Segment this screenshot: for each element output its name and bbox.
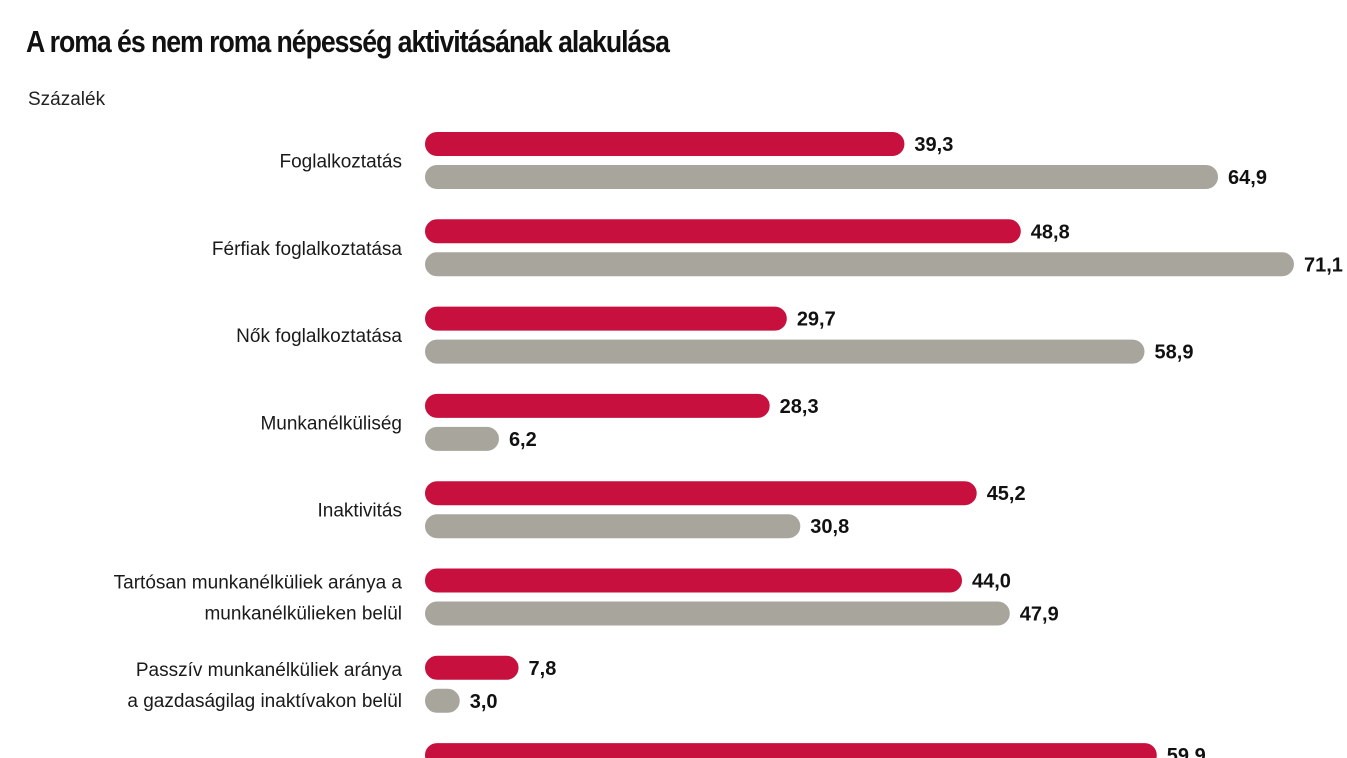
- value-label: 39,3: [914, 134, 953, 156]
- value-label: 48,8: [1031, 221, 1070, 243]
- bar-non-roma: [423, 686, 462, 715]
- value-label: 71,1: [1304, 254, 1343, 276]
- bar-non-roma: [423, 163, 1221, 191]
- bar-roma: [423, 653, 521, 682]
- value-label: 58,9: [1155, 342, 1194, 364]
- value-label: 29,7: [797, 309, 836, 331]
- bar-roma: [423, 566, 964, 595]
- bar-non-roma: [423, 512, 803, 541]
- value-label: 28,3: [780, 396, 819, 418]
- value-label: 47,9: [1020, 604, 1059, 626]
- bar-roma: [423, 479, 979, 508]
- value-label: 45,2: [987, 483, 1026, 505]
- value-label: 6,2: [509, 429, 537, 451]
- value-label: 30,8: [810, 516, 849, 538]
- bar-roma: [423, 217, 1023, 246]
- bar-non-roma: [423, 599, 1012, 628]
- category-label: Passzív munkanélküliek aránya: [136, 660, 403, 681]
- category-label: a gazdaságilag inaktívakon belül: [127, 691, 402, 712]
- value-label: 64,9: [1228, 167, 1267, 189]
- category-label: Munkanélküliség: [260, 413, 402, 434]
- value-label: 7,8: [529, 658, 557, 680]
- bar-roma: [423, 391, 772, 420]
- value-label: 59,9: [1167, 745, 1206, 758]
- category-label: Nők foglalkoztatása: [236, 326, 402, 347]
- chart-title: A roma és nem roma népesség aktivitásána…: [26, 24, 670, 59]
- category-label: Foglalkoztatás: [279, 152, 402, 173]
- bar-non-roma: [423, 337, 1147, 366]
- bar-non-roma: [423, 250, 1296, 279]
- bar-roma: [423, 304, 789, 333]
- category-label: Tartósan munkanélküliek aránya a: [114, 573, 403, 594]
- value-label: 44,0: [972, 571, 1011, 593]
- value-label: 3,0: [470, 691, 498, 713]
- category-label: Férfiak foglalkoztatása: [212, 239, 403, 260]
- bar-non-roma: [423, 424, 501, 453]
- bar-roma: [423, 130, 907, 158]
- chart-unit-label: Százalék: [28, 89, 106, 110]
- category-label: munkanélkülieken belül: [204, 604, 402, 625]
- category-label: Inaktivitás: [318, 501, 402, 522]
- bar-roma: [423, 741, 1159, 758]
